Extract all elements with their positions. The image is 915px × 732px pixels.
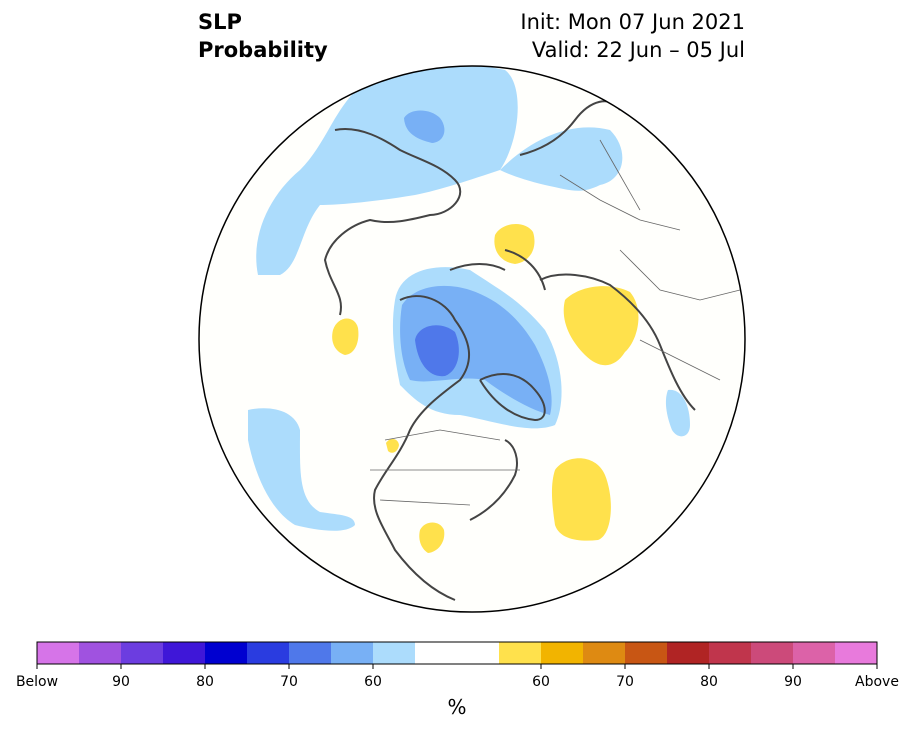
colorbar-cell	[793, 642, 835, 664]
colorbar-cell	[415, 642, 457, 664]
colorbar-cell	[37, 642, 79, 664]
colorbar-cell	[79, 642, 121, 664]
colorbar-cell	[709, 642, 751, 664]
valid-range: Valid: 22 Jun – 05 Jul	[531, 38, 745, 62]
pacific-small-high	[332, 318, 359, 355]
colorbar-cell	[331, 642, 373, 664]
map-boundary	[198, 65, 746, 613]
colorbar-frame	[36, 641, 878, 665]
colorbar-tick-marks	[36, 664, 878, 669]
colorbar-cell	[373, 642, 415, 664]
barents-high	[494, 224, 535, 264]
siberia-high	[563, 286, 639, 366]
colorbar-cell	[625, 642, 667, 664]
tick-label-below-70: 70	[280, 674, 298, 690]
colorbar-cell	[583, 642, 625, 664]
colorbar-cell	[205, 642, 247, 664]
east-siberia-light	[665, 389, 690, 437]
colorbar-cell	[499, 642, 541, 664]
tick-label-below: Below	[15, 674, 59, 690]
bering-core	[404, 110, 445, 143]
arctic-low	[400, 285, 552, 415]
tick-label-below-80: 80	[196, 674, 214, 690]
colorbar-cell	[541, 642, 583, 664]
tick-label-below-90: 90	[112, 674, 130, 690]
east-pacific-low	[248, 408, 355, 531]
north-atlantic-high	[551, 458, 611, 541]
texas-high	[419, 522, 445, 553]
tick-label-above-90: 90	[784, 674, 802, 690]
polar-map	[198, 65, 746, 613]
colorbar-unit: %	[447, 695, 467, 719]
colorbar-cells	[37, 642, 877, 664]
tick-label-below-60: 60	[364, 674, 382, 690]
colorbar-cell	[121, 642, 163, 664]
colorbar-cell	[289, 642, 331, 664]
colorbar-cell	[667, 642, 709, 664]
colorbar-cell	[457, 642, 499, 664]
borders	[370, 139, 741, 506]
north-pacific-bering-low	[256, 66, 518, 275]
colorbar-cell	[835, 642, 877, 664]
tick-label-above: Above	[855, 674, 899, 690]
tick-label-above-80: 80	[700, 674, 718, 690]
colorbar-cell	[163, 642, 205, 664]
map-title: SLP Probability	[198, 8, 328, 64]
bering-siberia-light	[500, 127, 623, 191]
init-date: Init: Mon 07 Jun 2021	[520, 10, 745, 34]
rockies-small-high	[386, 439, 399, 453]
tick-label-above-70: 70	[616, 674, 634, 690]
colorbar	[36, 641, 878, 669]
colorbar-cell	[751, 642, 793, 664]
variable-label: SLP	[198, 10, 242, 34]
date-info: Init: Mon 07 Jun 2021 Valid: 22 Jun – 05…	[520, 8, 745, 64]
product-label: Probability	[198, 38, 328, 62]
colorbar-cell	[247, 642, 289, 664]
arctic-low-core	[415, 325, 459, 377]
tick-label-above-60: 60	[532, 674, 550, 690]
